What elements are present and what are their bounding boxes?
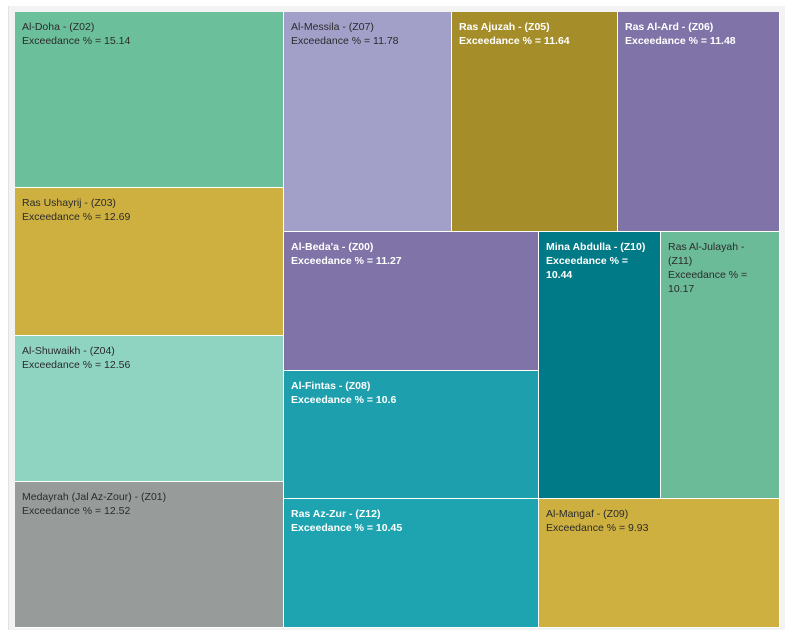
treemap-tile-ras-al-ard-z06[interactable]: Ras Al-Ard - (Z06) Exceedance % = 11.48 xyxy=(618,12,780,232)
treemap-tile-ras-al-julayah-z11[interactable]: Ras Al-Julayah - (Z11) Exceedance % = 10.17 xyxy=(661,232,780,499)
tile-value-label: Exceedance % = 11.64 xyxy=(459,35,570,47)
tile-label: Al-Mangaf - (Z09) xyxy=(546,508,629,520)
tile-value-label: Exceedance % = 15.14 xyxy=(22,35,131,47)
treemap-tile-al-mangaf-z09[interactable]: Al-Mangaf - (Z09) Exceedance % = 9.93 xyxy=(539,499,780,628)
tile-label: Al-Doha - (Z02) xyxy=(22,21,95,33)
tile-label: Al-Beda'a - (Z00) xyxy=(291,241,374,253)
tile-value-label: Exceedance % = 11.27 xyxy=(291,255,402,267)
tile-value-label: Exceedance % = xyxy=(668,269,748,281)
treemap-tile-al-shuwaikh-z04[interactable]: Al-Shuwaikh - (Z04) Exceedance % = 12.56 xyxy=(15,336,284,482)
tile-label: Mina Abdulla - (Z10) xyxy=(546,241,646,253)
treemap-tile-al-beda-a-z00[interactable]: Al-Beda'a - (Z00) Exceedance % = 11.27 xyxy=(284,232,539,371)
tile-value-label: Exceedance % = 11.78 xyxy=(291,35,399,47)
tile-label: Ras Ajuzah - (Z05) xyxy=(459,21,550,33)
treemap-tile-ras-ushayrij-z03[interactable]: Ras Ushayrij - (Z03) Exceedance % = 12.69 xyxy=(15,188,284,336)
tile-label: Al-Fintas - (Z08) xyxy=(291,380,371,392)
treemap-tile-al-doha-z02[interactable]: Al-Doha - (Z02) Exceedance % = 15.14 xyxy=(15,12,284,188)
treemap-chart: Al-Doha - (Z02) Exceedance % = 15.14 Ras U… xyxy=(15,12,780,628)
tile-value-label: Exceedance % = xyxy=(546,255,629,267)
tile-label: Ras Al-Ard - (Z06) xyxy=(625,21,714,33)
treemap-tile-al-messila-z07[interactable]: Al-Messila - (Z07) Exceedance % = 11.78 xyxy=(284,12,452,232)
tile-label: Medayrah (Jal Az-Zour) - (Z01) xyxy=(22,491,167,503)
treemap-tile-al-fintas-z08[interactable]: Al-Fintas - (Z08) Exceedance % = 10.6 xyxy=(284,371,539,499)
treemap-tile-mina-abdulla-z10[interactable]: Mina Abdulla - (Z10) Exceedance % = 10.44 xyxy=(539,232,661,499)
tile-value-label: Exceedance % = 10.45 xyxy=(291,522,403,534)
treemap-tile-medayrah-jal-az-zour-z01[interactable]: Medayrah (Jal Az-Zour) - (Z01) Exceedance… xyxy=(15,482,284,628)
tile-value-label: Exceedance % = 12.56 xyxy=(22,359,131,371)
tile-value-label: Exceedance % = 12.52 xyxy=(22,505,131,517)
tile-value-label: Exceedance % = 9.93 xyxy=(546,522,649,534)
treemap-tile-ras-ajuzah-z05[interactable]: Ras Ajuzah - (Z05) Exceedance % = 11.64 xyxy=(452,12,618,232)
tile-value-label: Exceedance % = 11.48 xyxy=(625,35,736,47)
tile-value-label: Exceedance % = 12.69 xyxy=(22,211,131,223)
treemap-tile-ras-az-zur-z12[interactable]: Ras Az-Zur - (Z12) Exceedance % = 10.45 xyxy=(284,499,539,628)
tile-label: Al-Messila - (Z07) xyxy=(291,21,374,33)
tile-label: Ras Az-Zur - (Z12) xyxy=(291,508,381,520)
tile-label: Al-Shuwaikh - (Z04) xyxy=(22,345,115,357)
tile-value-label: (Z11) xyxy=(668,255,693,267)
tile-value-label: 10.44 xyxy=(546,269,573,281)
tile-label: Ras Ushayrij - (Z03) xyxy=(22,197,116,209)
tile-label: Ras Al-Julayah - xyxy=(668,241,745,253)
tile-value-label: 10.17 xyxy=(668,283,695,295)
tile-value-label: Exceedance % = 10.6 xyxy=(291,394,397,406)
